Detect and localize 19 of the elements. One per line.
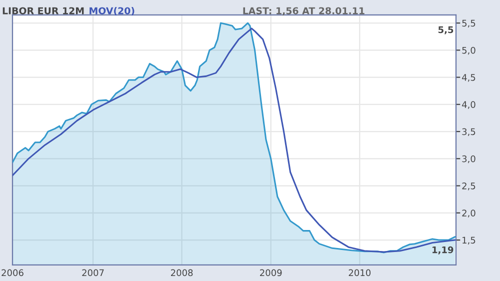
x-tick-label: 2010 <box>348 269 371 276</box>
x-tick-label: 2007 <box>82 269 104 276</box>
x-tick-label: 2008 <box>170 269 193 276</box>
x-tick-label: 2009 <box>260 269 282 276</box>
y-tick-label: 5,0 <box>462 46 476 55</box>
text: MOV(20) <box>90 7 134 16</box>
y-tick-label: 4,0 <box>462 101 476 109</box>
y-tick-label: 3,0 <box>462 155 476 164</box>
y-tick-label: 2,0 <box>462 210 476 218</box>
annotation: 1,19 <box>432 246 454 254</box>
y-tick-label: 4,5 <box>462 74 476 82</box>
y-tick-label: 2,5 <box>462 182 476 190</box>
x-tick-label: 2006 <box>2 269 24 276</box>
y-tick-label: 1,5 <box>462 236 476 245</box>
y-tick-label: 5,5 <box>462 20 476 28</box>
annotation: LAST: 1,56 AT 28.01.11 <box>243 7 364 16</box>
y-tick-label: 3,5 <box>462 128 476 136</box>
annotation: 5,5 <box>438 26 454 34</box>
chart-title: LIBOR EUR 12M <box>2 7 84 14</box>
